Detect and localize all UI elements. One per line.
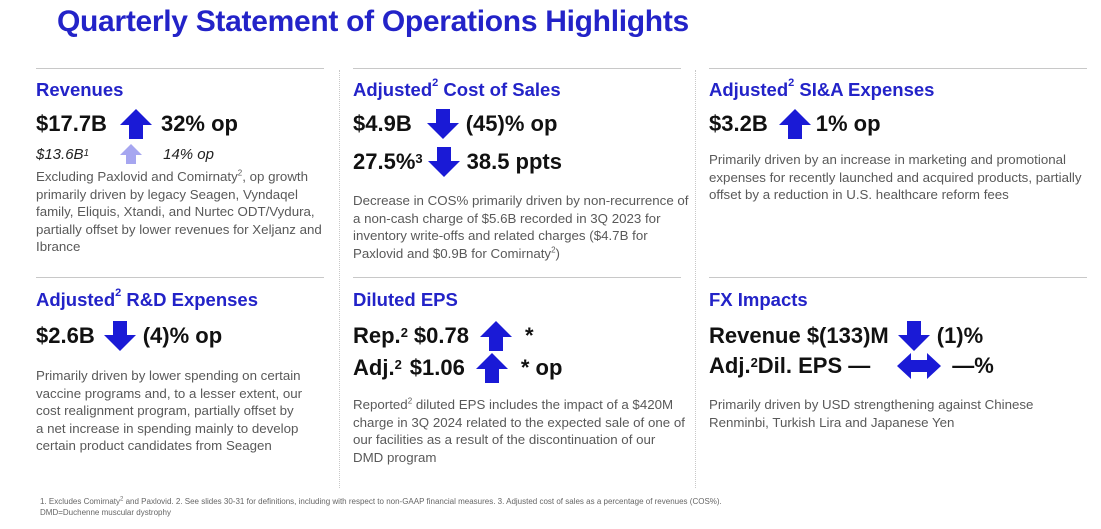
footnote-line-1: 1. Excludes Comirnaty2 and Paxlovid. 2. …: [40, 496, 860, 507]
up-arrow-icon: [119, 109, 152, 139]
revenues-sub-kpi: $13.6B 1 14% op: [36, 143, 214, 165]
rd-description: Primarily driven by lower spending on ce…: [36, 368, 303, 453]
revenues-kpi: $17.7B 32% op: [36, 108, 238, 140]
fx-eps-kpi: Adj. 2 Dil. EPS — —%: [709, 353, 994, 379]
revenues-change: 32% op: [160, 111, 238, 136]
eps-rep-value: $0.78: [413, 323, 469, 348]
up-arrow-light-icon: [120, 144, 143, 164]
divider-mid-left: [36, 277, 324, 278]
footnote-line-1-a: 1. Excludes Comirnaty: [40, 497, 121, 506]
sia-heading-text: Adjusted: [709, 79, 789, 100]
rd-heading-rest: R&D Expenses: [121, 289, 259, 310]
rd-change: (4)% op: [142, 323, 223, 348]
divider-top-right: [709, 68, 1087, 69]
revenues-desc-footnote: 2: [237, 168, 243, 178]
sia-heading: Adjusted2 SI&A Expenses: [709, 76, 935, 101]
footnote: 1. Excludes Comirnaty2 and Paxlovid. 2. …: [40, 496, 860, 518]
down-arrow-icon: [427, 147, 460, 177]
cos-ratio-kpi: 27.5% 3 38.5 ppts: [353, 146, 562, 178]
left-right-arrow-icon: [897, 353, 942, 379]
fx-eps-change: —%: [952, 353, 994, 378]
revenues-desc-2: , op growth primarily driven by legacy S…: [36, 169, 322, 254]
down-arrow-icon: [897, 321, 930, 351]
up-arrow-icon: [479, 321, 512, 351]
eps-rep-label: Rep.: [353, 323, 401, 348]
fx-revenue-change: (1)%: [936, 323, 984, 348]
sia-heading-footnote: 2: [788, 76, 795, 89]
divider-top-mid: [353, 68, 681, 69]
eps-desc-footnote: 2: [407, 396, 413, 406]
cos-kpi: $4.9B (45)% op: [353, 108, 557, 140]
eps-description: Reported2 diluted EPS includes the impac…: [353, 396, 689, 466]
eps-rep-change: *: [524, 323, 534, 348]
divider-top-left: [36, 68, 324, 69]
cos-value: $4.9B: [353, 111, 412, 136]
cos-heading-text: Adjusted: [353, 79, 433, 100]
cos-desc-1: Decrease in COS% primarily driven by non…: [353, 193, 689, 261]
revenues-sub-value: $13.6B: [36, 145, 84, 163]
eps-desc-1: Reported: [353, 397, 408, 412]
fx-revenue-label: Revenue $(133)M: [709, 323, 889, 348]
eps-heading: Diluted EPS: [353, 289, 458, 310]
fx-revenue-kpi: Revenue $(133)M (1)%: [709, 320, 983, 352]
up-arrow-icon: [475, 353, 508, 383]
revenues-heading: Revenues: [36, 79, 124, 100]
footnote-line-2: DMD=Duchenne muscular dystrophy: [40, 508, 171, 517]
divider-vertical-1: [339, 70, 341, 488]
eps-rep-kpi: Rep. 2 $0.78 *: [353, 320, 534, 352]
cos-heading-rest: Cost of Sales: [438, 79, 561, 100]
sia-description: Primarily driven by an increase in marke…: [709, 152, 1082, 202]
footnote-line-1-sup: 2: [120, 496, 124, 503]
revenues-value: $17.7B: [36, 111, 107, 136]
cos-desc-2: ): [555, 245, 560, 261]
cos-ratio-change: 38.5 ppts: [466, 149, 562, 174]
fx-description: Primarily driven by USD strengthening ag…: [709, 397, 1034, 430]
rd-heading-text: Adjusted: [36, 289, 116, 310]
fx-eps-label-1: Adj.: [709, 353, 751, 378]
revenues-desc-1: Excluding Paxlovid and Comirnaty: [36, 169, 238, 184]
down-arrow-icon: [426, 109, 459, 139]
eps-adj-kpi: Adj. 2 $1.06 * op: [353, 352, 562, 384]
fx-eps-label-2: Dil. EPS —: [757, 353, 871, 378]
cos-change: (45)% op: [465, 111, 558, 136]
cos-heading: Adjusted2 Cost of Sales: [353, 76, 561, 101]
cos-description: Decrease in COS% primarily driven by non…: [353, 192, 693, 262]
down-arrow-icon: [103, 321, 136, 351]
eps-adj-value: $1.06: [409, 355, 465, 380]
revenues-description: Excluding Paxlovid and Comirnaty2, op gr…: [36, 168, 328, 256]
rd-heading: Adjusted2 R&D Expenses: [36, 286, 259, 311]
page-title: Quarterly Statement of Operations Highli…: [57, 5, 689, 38]
sia-kpi: $3.2B 1% op: [709, 108, 881, 140]
eps-adj-label: Adj.: [353, 355, 395, 380]
divider-mid-right: [709, 277, 1087, 278]
eps-adj-change: * op: [520, 355, 563, 380]
sia-heading-rest: SI&A Expenses: [794, 79, 935, 100]
sia-value: $3.2B: [709, 111, 768, 136]
cos-desc-footnote: 2: [551, 245, 556, 255]
fx-heading: FX Impacts: [709, 289, 808, 310]
divider-vertical-2: [695, 70, 697, 488]
rd-value: $2.6B: [36, 323, 95, 348]
rd-heading-footnote: 2: [115, 286, 122, 299]
eps-desc-2: diluted EPS includes the impact of a $42…: [353, 397, 685, 465]
cos-ratio: 27.5%: [353, 149, 416, 174]
divider-mid-mid: [353, 277, 681, 278]
rd-kpi: $2.6B (4)% op: [36, 320, 222, 352]
cos-heading-footnote: 2: [432, 76, 439, 89]
revenues-sub-change: 14% op: [163, 145, 214, 163]
footnote-line-1-b: and Paxlovid. 2. See slides 30-31 for de…: [123, 497, 722, 506]
sia-change: 1% op: [815, 111, 881, 136]
up-arrow-icon: [778, 109, 811, 139]
